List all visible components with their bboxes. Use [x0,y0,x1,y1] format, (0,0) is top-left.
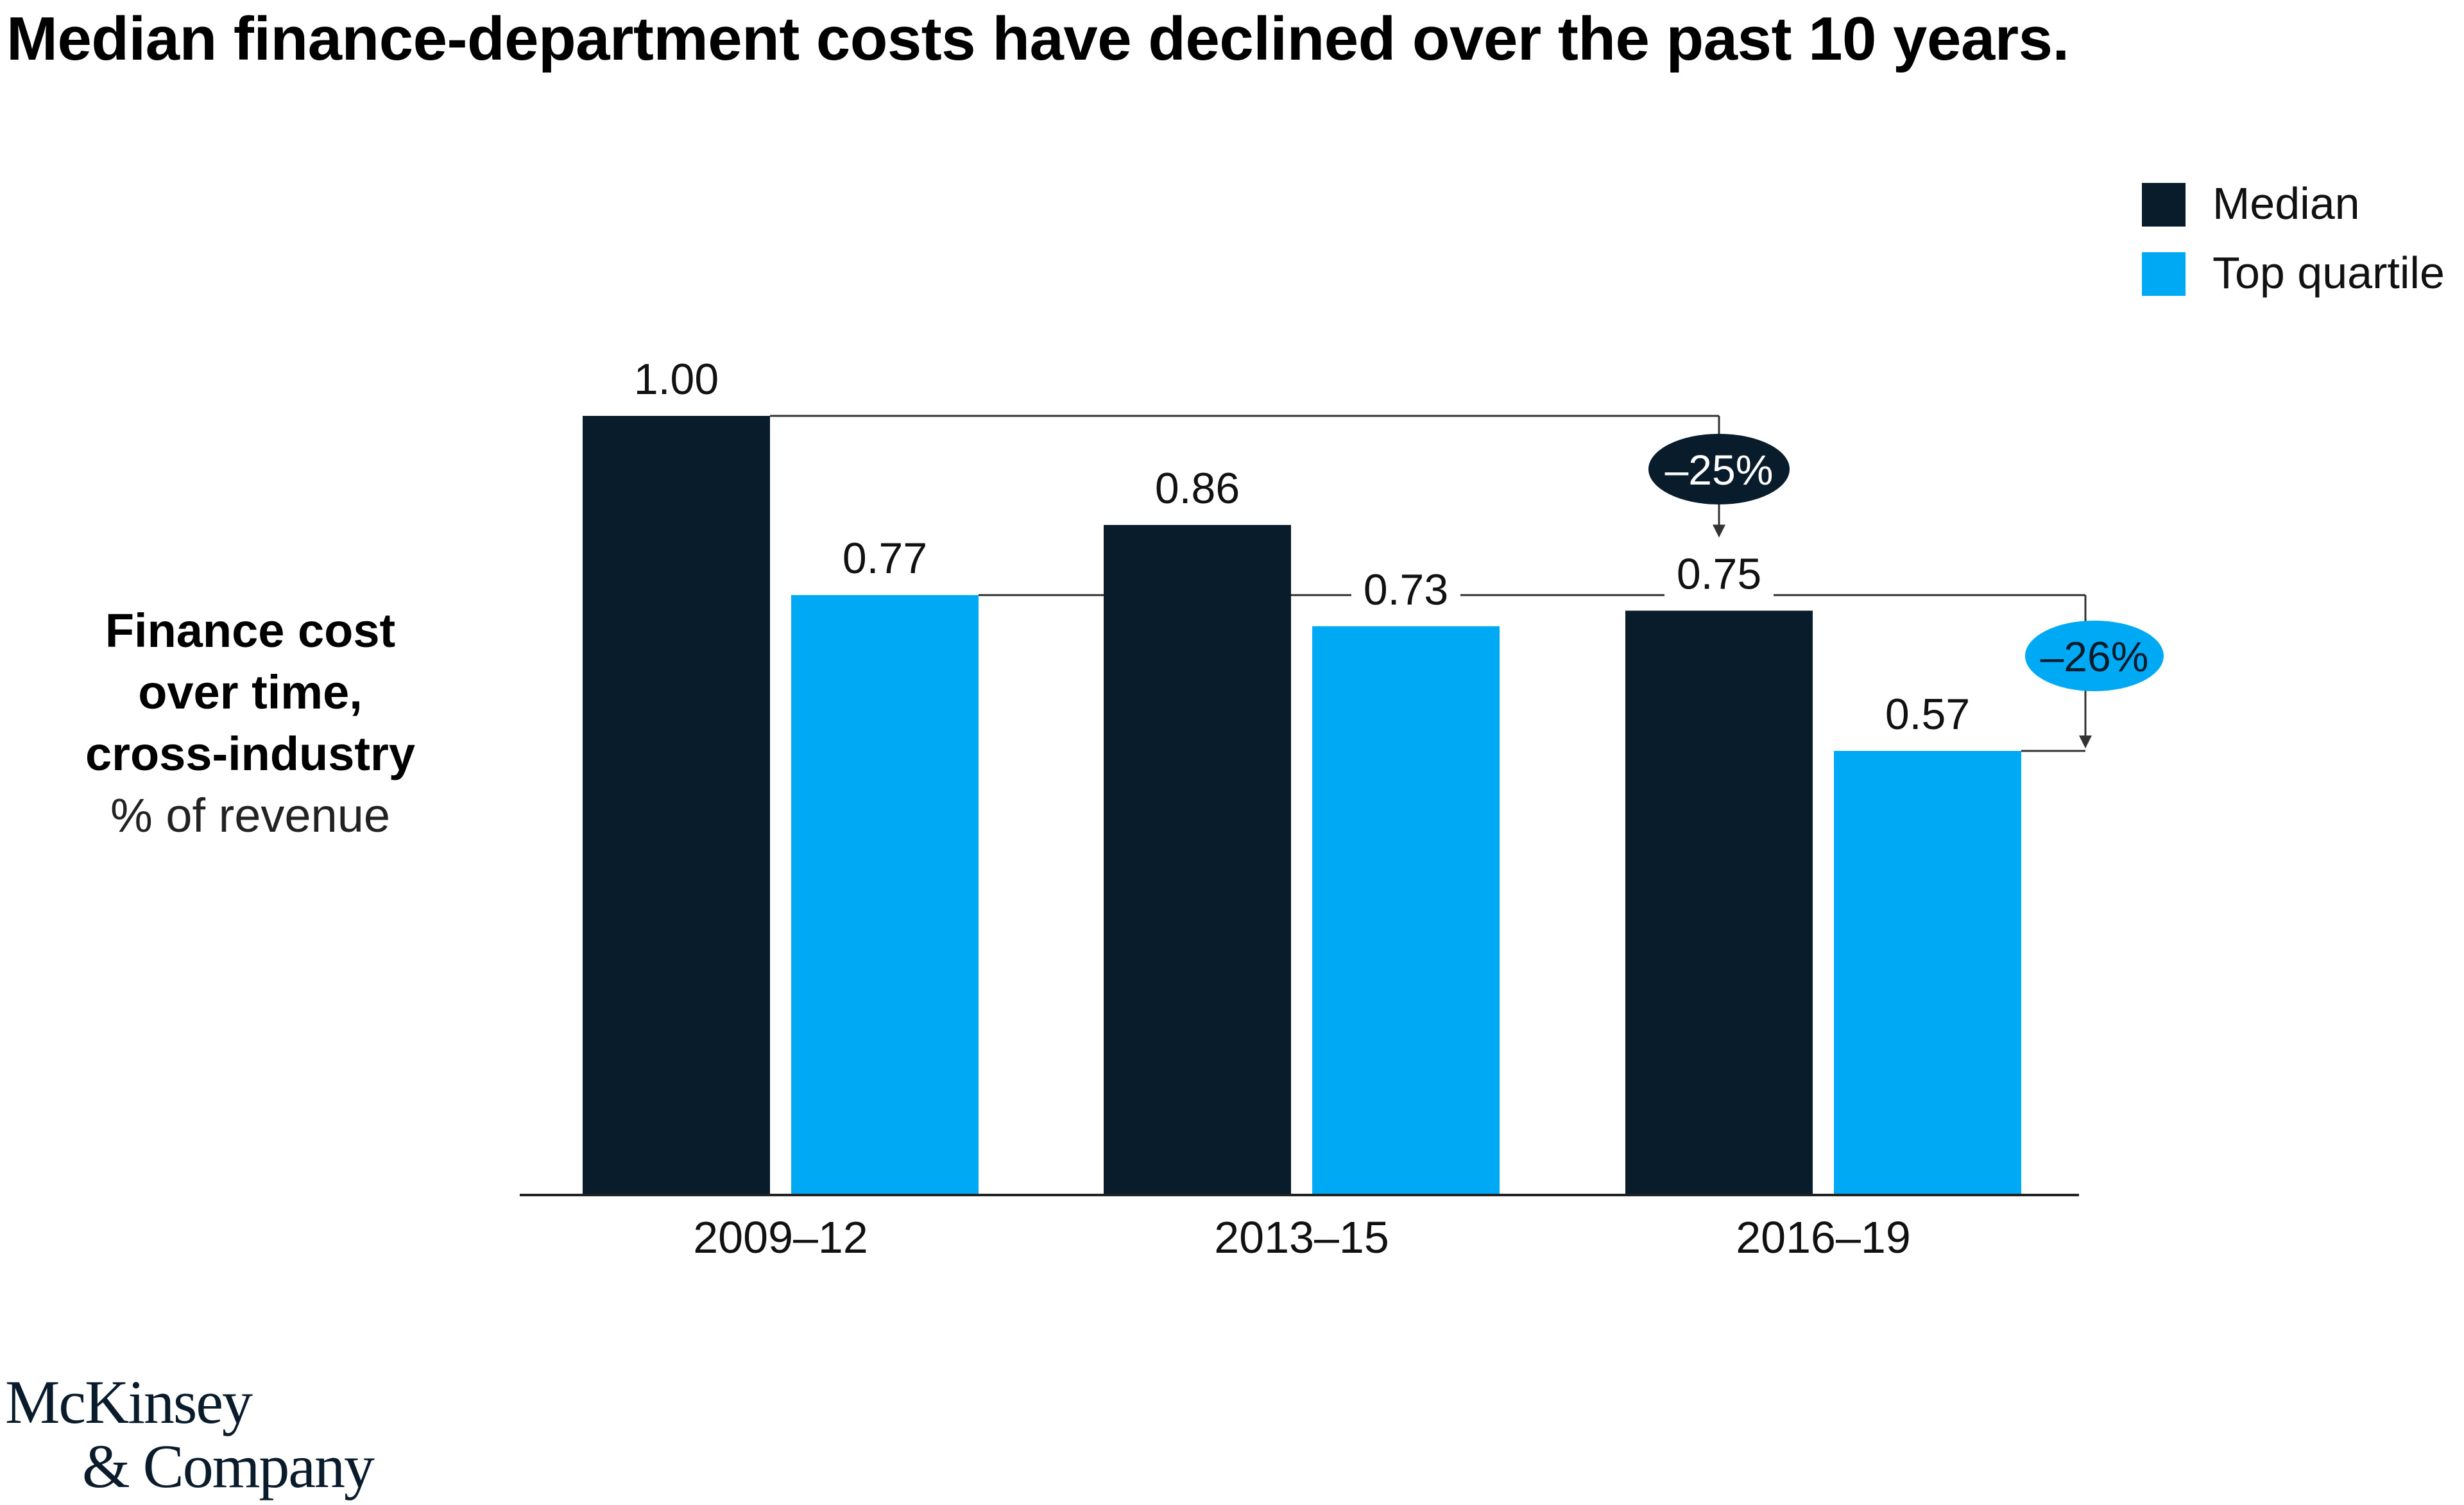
value-label-bg [622,357,731,403]
logo-line-2: & Company [82,1432,375,1501]
arrow-head-top-quartile [2079,735,2092,749]
bar-top-quartile-1 [791,595,979,1195]
annotation-bubble-median [1648,434,1790,504]
bar-top-quartile-2 [1312,626,1500,1195]
chart-title: Median finance-department costs have dec… [6,4,2069,73]
y-axis-title-line-2: over time, [138,666,363,719]
y-axis-title: Finance cost over time, cross-industry %… [38,600,462,847]
value-label-top-quartile-2: 0.73 [1364,565,1448,614]
value-label-bg [1664,551,1774,598]
value-labels-layer: 1.00 0.86 0.75 0.77 0.73 0.57 [622,355,1982,739]
x-tick-label-1: 2009–12 [693,1212,868,1262]
bar-median-2 [1104,524,1291,1196]
y-axis-title-line-3: cross-industry [85,727,416,780]
value-label-median-2: 0.86 [1155,464,1240,513]
y-axis-unit: % of revenue [110,789,391,842]
x-axis: 2009–12 2013–15 2016–19 [520,1194,2079,1262]
bars-layer [583,416,2021,1196]
value-label-median-1: 1.00 [634,355,719,404]
value-label-median-3: 0.75 [1677,550,1761,599]
legend-label-top-quartile: Top quartile [2212,248,2445,298]
value-label-bg [1351,567,1460,614]
logo-line-1: McKinsey [5,1368,253,1436]
y-axis-title-line-1: Finance cost [105,604,396,657]
arrow-head-median [1713,524,1725,538]
value-label-bg [1873,692,1982,739]
value-label-top-quartile-3: 0.57 [1885,690,1970,739]
annotation-bubble-top-quartile [2025,621,2164,691]
bar-top-quartile-3 [1834,751,2021,1195]
annotation-text-median: –25% [1665,446,1774,494]
bar-median-3 [1625,610,1813,1195]
x-tick-label-3: 2016–19 [1736,1212,1911,1262]
annotations-layer: –25% –26% [1648,416,2164,749]
legend-swatch-median [2142,183,2186,227]
legend: Median Top quartile [2142,178,2445,298]
value-label-bg [830,536,939,583]
value-label-bg [1143,465,1252,512]
value-label-top-quartile-1: 0.77 [843,534,927,583]
mckinsey-logo: McKinsey & Company [5,1368,375,1501]
x-tick-label-2: 2013–15 [1214,1212,1389,1262]
annotation-text-top-quartile: –26% [2041,633,2149,680]
bar-median-1 [583,416,770,1195]
legend-swatch-top-quartile [2142,252,2186,296]
legend-label-median: Median [2212,178,2360,228]
